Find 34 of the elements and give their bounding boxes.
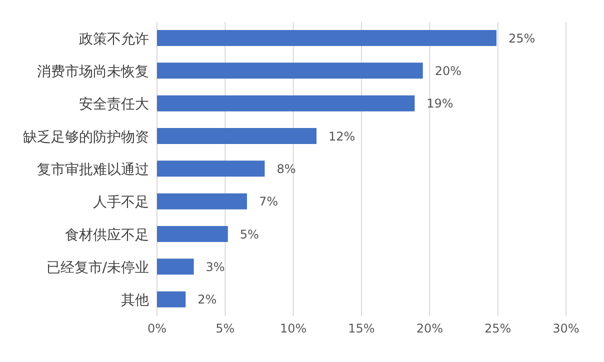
bar	[157, 291, 186, 308]
data-label: 12%	[328, 129, 356, 144]
y-tick-label: 缺乏足够的防护物资	[23, 129, 149, 146]
data-label: 2%	[198, 292, 217, 307]
data-label: 8%	[276, 162, 296, 176]
bar	[157, 258, 194, 275]
y-tick-label: 政策不允许	[79, 31, 149, 48]
y-tick-label: 其他	[121, 292, 149, 309]
x-tick-label: 20%	[416, 322, 444, 336]
y-tick-label: 食材供应不足	[65, 227, 149, 244]
data-label: 7%	[258, 194, 278, 209]
bar	[157, 128, 317, 144]
x-tick-label: 25%	[484, 322, 512, 336]
bar	[157, 30, 496, 46]
x-tick-label: 0%	[147, 322, 167, 336]
y-tick-label: 复市审批难以通过	[37, 162, 149, 178]
data-label: 20%	[434, 64, 462, 78]
x-tick-label: 5%	[216, 322, 235, 336]
bar	[157, 160, 265, 177]
bar	[157, 62, 423, 79]
bar	[157, 95, 415, 112]
data-label: 5%	[240, 227, 259, 242]
y-tick-label: 已经复市/未停业	[46, 260, 149, 276]
x-tick-label: 15%	[348, 322, 375, 336]
data-label: 25%	[508, 31, 536, 46]
data-label: 3%	[206, 260, 225, 274]
y-tick-label: 安全责任大	[79, 96, 149, 113]
x-tick-label: 30%	[552, 322, 580, 336]
bar	[157, 226, 228, 242]
x-tick-label: 10%	[280, 322, 307, 336]
y-tick-label: 消费市场尚未恢复	[37, 64, 149, 80]
y-tick-label: 人手不足	[93, 194, 149, 211]
bar	[157, 193, 247, 210]
data-label: 19%	[426, 96, 454, 111]
